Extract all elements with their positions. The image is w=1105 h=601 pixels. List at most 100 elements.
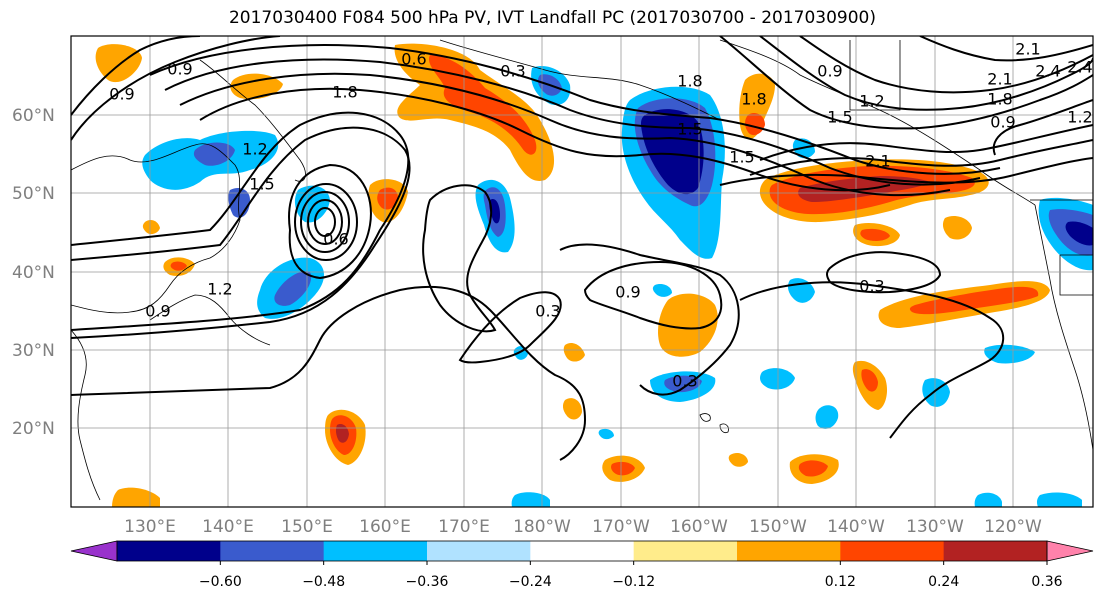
contour-label: 0.9 — [145, 302, 170, 321]
contour-line — [294, 183, 358, 261]
border-canada — [849, 40, 901, 111]
contour-line — [288, 163, 372, 280]
lon-label: 160°E — [359, 517, 411, 537]
colorbar-tick-label: −0.60 — [199, 574, 242, 590]
contour-label: 2.1 — [987, 70, 1012, 89]
contour-line — [759, 36, 1093, 111]
colorbar-segment — [633, 541, 738, 561]
contour-line — [919, 36, 1093, 62]
patch-negative — [598, 428, 614, 440]
colorbar-tick-label: 0.36 — [1031, 574, 1062, 590]
lon-label: 120°W — [984, 517, 1042, 537]
contour-label-group: 0.9 0.6 1.8 0.3 0.9 1.5 1.2 1.5 2.4 2.1 … — [109, 40, 1092, 391]
colorbar-tick-label: 0.12 — [825, 574, 856, 590]
contour-line — [164, 58, 981, 186]
contour-line — [719, 36, 1093, 130]
patch-positive — [942, 216, 972, 240]
colorbar-tick-label: −0.12 — [612, 574, 655, 590]
patch-positive — [728, 452, 748, 467]
contour-label: 0.9 — [109, 85, 134, 104]
contour-line — [300, 191, 350, 253]
contour-label: 2.1 — [1015, 40, 1040, 59]
contour-label: 1.8 — [987, 90, 1012, 109]
colorbar-segment — [220, 541, 325, 561]
contour-label: 1.5 — [729, 148, 754, 167]
contour-label: 0.3 — [500, 62, 525, 81]
patch-positive — [230, 73, 283, 100]
patch-positive — [428, 55, 537, 155]
contour-label: 1.5 — [249, 175, 274, 194]
patch-negative — [664, 375, 702, 393]
coastline-westcoast — [1034, 204, 1093, 451]
contour-label: 0.9 — [990, 113, 1015, 132]
latitude-labels: 60°N 50°N 40°N 30°N 20°N — [12, 106, 55, 439]
patch-positive — [745, 113, 765, 136]
contour-line — [749, 139, 1093, 176]
coastline-japan — [149, 294, 271, 346]
contour-label: 0.6 — [401, 50, 426, 69]
pv-contours — [71, 36, 1093, 461]
patch-positive — [562, 398, 582, 420]
colorbar-tick-label: 0.24 — [928, 574, 959, 590]
lon-label: 140°E — [202, 517, 254, 537]
contour-label: 0.3 — [672, 372, 697, 391]
patch-positive — [112, 487, 160, 507]
patch-positive — [611, 461, 635, 476]
contour-label: 0.6 — [323, 230, 348, 249]
contour-label: 2.4 — [1067, 58, 1092, 77]
hawaii — [699, 413, 729, 433]
colorbar-extend-min — [70, 540, 118, 562]
coastline-aleutians — [439, 39, 721, 121]
contour-label: 1.8 — [332, 83, 357, 102]
graticule — [71, 36, 1093, 507]
patch-negative — [641, 109, 704, 195]
patch-positive — [909, 286, 1039, 315]
colorbar-segment — [737, 541, 841, 561]
patch-negative — [815, 405, 839, 429]
patch-negative — [511, 492, 550, 507]
contour-line — [71, 36, 281, 141]
lat-label: 20°N — [12, 419, 55, 439]
contour-label: 0.9 — [167, 60, 192, 79]
lon-label: 140°W — [827, 517, 885, 537]
lon-label: 170°W — [592, 517, 650, 537]
colorbar-segment — [530, 541, 635, 561]
contour-line — [559, 243, 740, 396]
contour-label: 0.9 — [817, 62, 842, 81]
longitude-labels: 130°E 140°E 150°E 160°E 170°E 180°W 170°… — [124, 517, 1042, 537]
lon-label: 150°E — [281, 517, 333, 537]
contour-label: 1.2 — [859, 92, 884, 111]
contour-line — [71, 285, 587, 461]
contour-line — [71, 126, 411, 339]
contour-line — [992, 99, 1093, 156]
lat-label: 30°N — [12, 341, 55, 361]
colorbar-segment — [323, 541, 428, 561]
contour-line — [149, 44, 1001, 175]
contour-line — [314, 207, 336, 237]
colorbar-segment — [427, 541, 531, 561]
contour-line — [458, 291, 562, 364]
contour-line — [422, 184, 497, 333]
contour-line — [759, 124, 1093, 161]
lon-label: 150°W — [749, 517, 807, 537]
contour-label: 2.1 — [865, 152, 890, 171]
patch-positive — [861, 369, 878, 392]
lon-label: 180°W — [513, 517, 571, 537]
patch-positive — [142, 220, 160, 235]
lon-label: 130°W — [906, 517, 964, 537]
lat-label: 40°N — [12, 263, 55, 283]
colorbar-tick-label: −0.36 — [406, 574, 449, 590]
patch-positive — [170, 261, 187, 271]
contour-line — [739, 281, 1005, 439]
contour-label: 1.2 — [1067, 108, 1092, 127]
contour-label: 2.4 — [1035, 62, 1060, 81]
colorbar-segment — [943, 541, 1048, 561]
coastline-asia — [71, 143, 241, 314]
patch-negative — [193, 142, 235, 166]
contour-line — [179, 72, 951, 197]
contour-line — [71, 36, 201, 116]
contour-line — [799, 36, 1093, 94]
patch-positive — [335, 424, 349, 443]
contour-label: 1.5 — [677, 120, 702, 139]
